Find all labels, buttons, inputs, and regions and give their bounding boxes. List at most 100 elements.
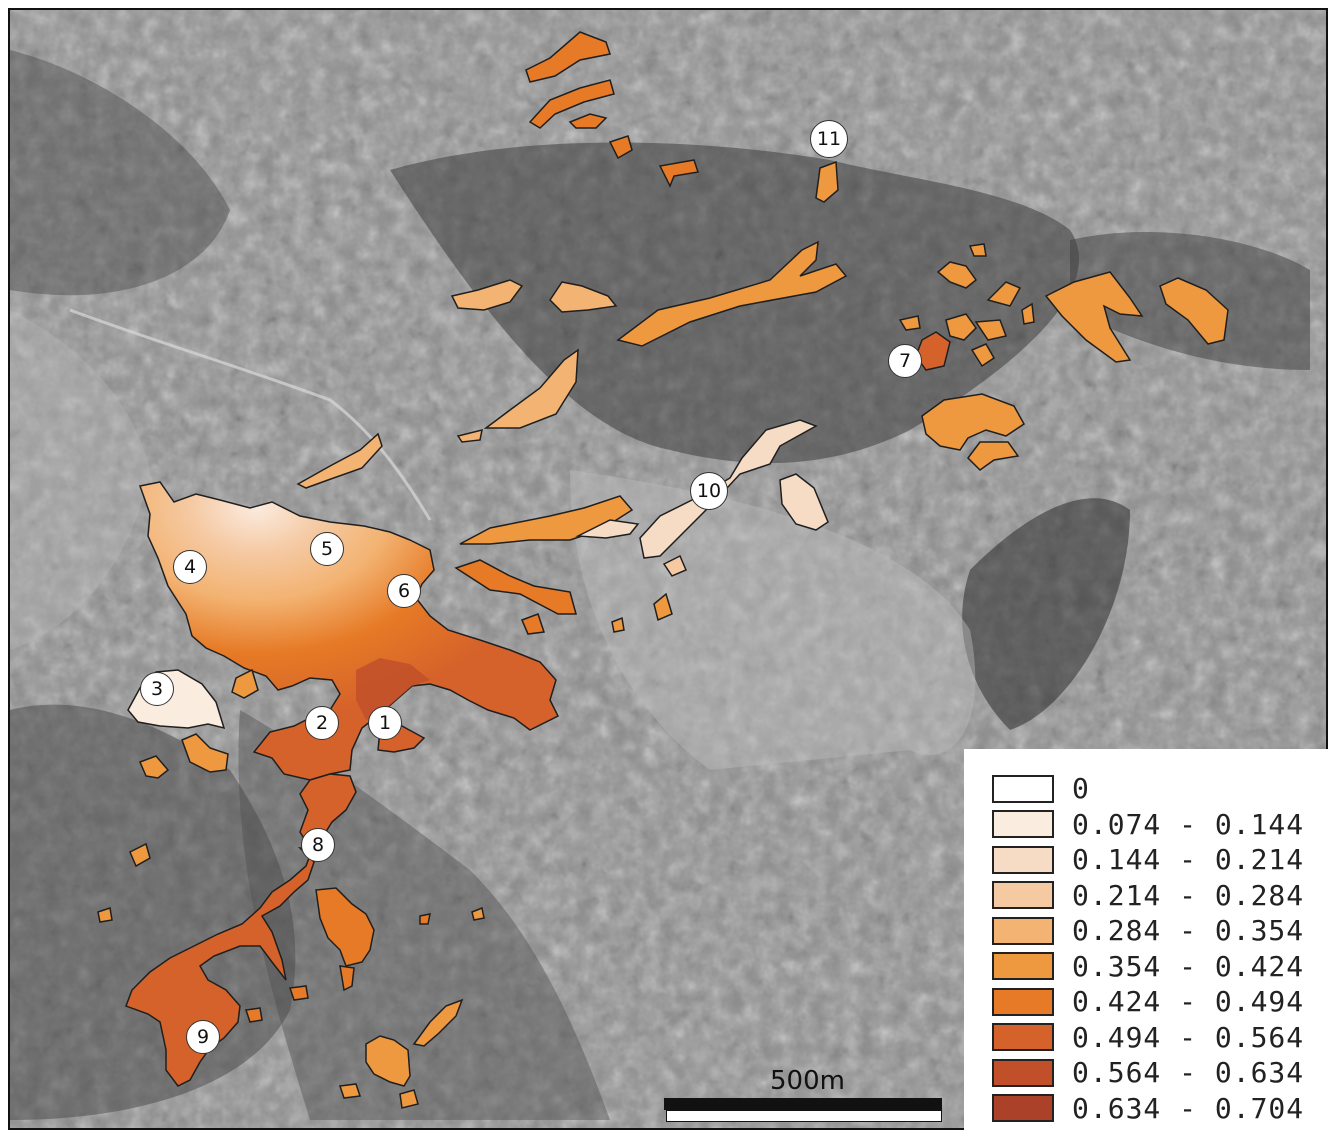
scale-bar: 500m [664,1066,944,1126]
site-label-11[interactable]: 11 [810,120,848,158]
burn-patch[interactable] [129,842,151,868]
site-label-10[interactable]: 10 [690,472,728,510]
burn-patch[interactable] [921,393,1025,451]
legend-label: 0.494 - 0.564 [1072,1020,1305,1054]
scale-bar-segment [664,1098,942,1110]
site-label-7[interactable]: 7 [888,344,922,378]
site-label-6[interactable]: 6 [387,574,421,608]
burn-patch[interactable] [658,159,699,188]
burn-patch[interactable] [456,428,483,443]
legend-swatch [992,1023,1054,1052]
site-number: 11 [816,128,842,150]
legend-label: 0.354 - 0.424 [1072,949,1305,983]
burn-patch[interactable] [471,906,485,921]
burn-patch[interactable] [315,887,375,967]
scale-bar-label: 500m [770,1066,845,1096]
burn-patch[interactable] [288,985,309,1001]
burn-patch[interactable] [231,668,259,699]
scale-bar-segment [666,1110,942,1122]
site-label-8[interactable]: 8 [301,828,335,862]
burn-patch[interactable] [454,559,577,615]
legend-swatch [992,774,1054,803]
burn-patch[interactable] [616,240,848,347]
burn-patch[interactable] [1021,302,1035,325]
burn-patch[interactable] [525,31,611,83]
site-number: 3 [150,678,164,700]
burn-patch[interactable] [97,907,113,923]
burn-patch[interactable] [662,554,687,577]
burn-patch[interactable] [296,432,383,489]
site-label-3[interactable]: 3 [140,672,174,706]
burn-patch[interactable] [815,160,839,203]
burn-patch[interactable] [611,616,625,633]
burn-patch[interactable] [608,135,633,160]
burn-patch[interactable] [898,315,921,331]
site-label-4[interactable]: 4 [173,550,207,584]
legend-row: 0.074 - 0.144 [992,807,1328,843]
legend: 0 0.074 - 0.144 0.144 - 0.214 0.214 - 0.… [964,749,1328,1130]
legend-row: 0 [992,771,1328,807]
legend-row: 0.494 - 0.564 [992,1020,1328,1056]
site-number: 1 [378,712,392,734]
burn-patch[interactable] [245,1007,263,1023]
burn-patch[interactable] [945,313,977,341]
legend-row: 0.564 - 0.634 [992,1055,1328,1091]
burn-patch[interactable] [450,279,524,311]
burn-patch[interactable] [968,243,987,257]
burn-patch[interactable] [974,319,1008,341]
burn-patch[interactable] [970,343,995,368]
legend-swatch [992,916,1054,945]
legend-swatch [992,1058,1054,1087]
burn-patch[interactable] [936,261,978,289]
site-label-2[interactable]: 2 [305,706,339,740]
legend-label: 0.284 - 0.354 [1072,914,1305,948]
burn-patch[interactable] [338,1083,362,1099]
site-label-1[interactable]: 1 [368,706,402,740]
legend-label: 0.214 - 0.284 [1072,878,1305,912]
burn-patch[interactable] [779,473,829,531]
burn-patch[interactable] [653,592,673,622]
site-number: 8 [311,834,325,856]
legend-label: 0.564 - 0.634 [1072,1056,1305,1090]
legend-swatch [992,952,1054,981]
site-number: 7 [898,350,912,372]
legend-label: 0.074 - 0.144 [1072,807,1305,841]
burn-patch[interactable] [521,613,546,635]
legend-swatch [992,987,1054,1016]
legend-swatch [992,881,1054,910]
burn-patch[interactable] [549,281,618,313]
legend-row: 0.634 - 0.704 [992,1091,1328,1127]
burn-patch[interactable] [1159,277,1229,345]
stream-line [69,308,432,521]
burn-patch[interactable] [575,519,640,539]
burn-patch[interactable] [125,846,315,1087]
site-number: 5 [320,538,334,560]
site-label-9[interactable]: 9 [186,1020,220,1054]
burn-patch[interactable] [1044,271,1144,363]
site-number: 10 [696,480,722,502]
legend-row: 0.284 - 0.354 [992,913,1328,949]
burn-patch[interactable] [139,755,170,779]
site-number: 9 [196,1026,210,1048]
burn-patch[interactable] [339,965,355,992]
legend-swatch [992,1094,1054,1123]
burn-patch[interactable] [399,1089,419,1109]
legend-label: 0.144 - 0.214 [1072,843,1305,877]
burn-patch[interactable] [986,281,1022,307]
burn-patch[interactable] [483,348,579,429]
burn-patch[interactable] [419,913,431,925]
site-label-5[interactable]: 5 [310,532,344,566]
legend-label: 0.634 - 0.704 [1072,1091,1305,1125]
forest-zone [10,50,230,296]
legend-row: 0.214 - 0.284 [992,878,1328,914]
forest-zone [962,498,1130,730]
burn-patch[interactable] [967,441,1020,471]
burn-patch[interactable] [568,113,608,129]
burn-patch[interactable] [181,733,229,773]
burn-patch[interactable] [365,1035,411,1087]
burn-patch[interactable] [412,998,464,1047]
legend-swatch [992,845,1054,874]
legend-label: 0.424 - 0.494 [1072,985,1305,1019]
burn-patch[interactable] [528,79,615,129]
legend-swatch [992,810,1054,839]
